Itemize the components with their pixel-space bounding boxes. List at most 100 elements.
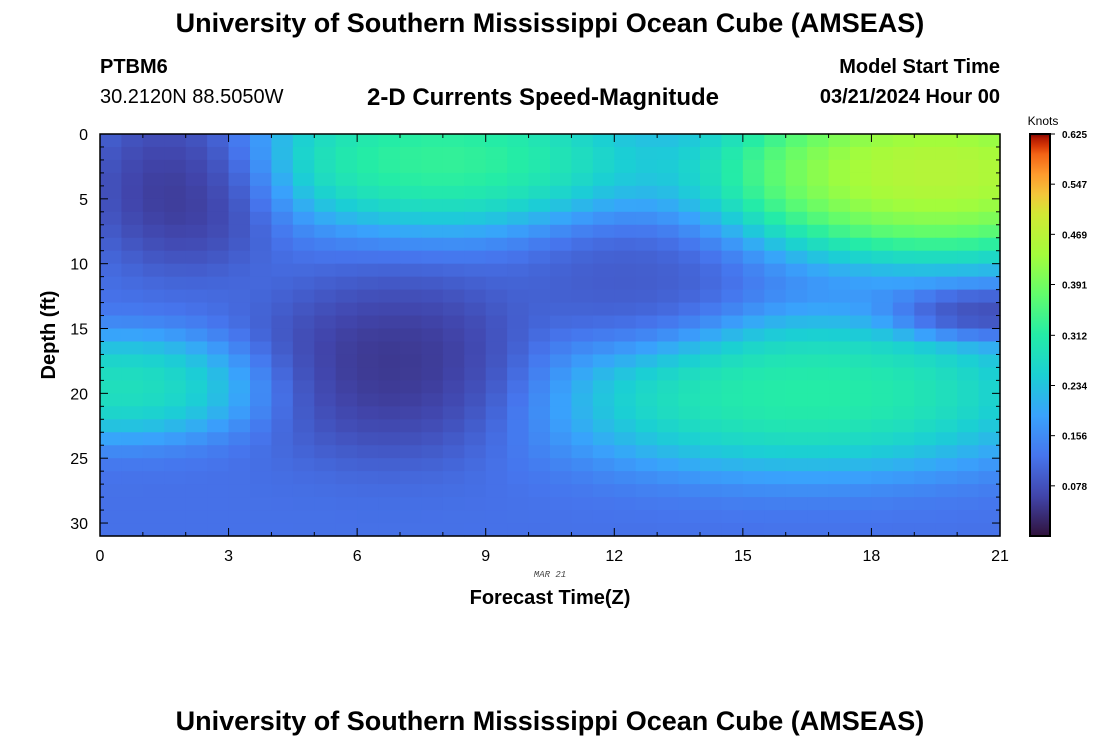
heatmap-cell <box>635 523 658 537</box>
heatmap-cell <box>935 289 958 304</box>
heatmap-cell <box>250 458 273 472</box>
heatmap-cell <box>742 497 765 511</box>
heatmap-cell <box>657 224 680 239</box>
heatmap-cell <box>507 393 530 407</box>
heatmap-cell <box>164 159 187 174</box>
heatmap-cell <box>785 393 808 407</box>
heatmap-cell <box>142 445 165 459</box>
heatmap-cell <box>378 523 401 537</box>
heatmap-cell <box>764 380 787 394</box>
heatmap-cell <box>378 289 401 304</box>
heatmap-cell <box>271 134 294 148</box>
heatmap-cell <box>421 224 444 239</box>
heatmap-cell <box>721 276 744 291</box>
heatmap-cell <box>528 380 551 394</box>
heatmap-cell <box>892 185 915 200</box>
heatmap-cell <box>335 419 358 433</box>
heatmap-cell <box>700 341 723 356</box>
heatmap-cell <box>271 406 294 420</box>
heatmap-cell <box>357 159 380 174</box>
heatmap-cell <box>678 276 701 291</box>
heatmap-cell <box>507 302 530 317</box>
heatmap-cell <box>807 211 830 226</box>
heatmap-cell <box>314 224 337 239</box>
heatmap-cell <box>700 185 723 200</box>
heatmap-cell <box>721 237 744 252</box>
heatmap-cell <box>850 523 873 537</box>
heatmap-cell <box>742 419 765 433</box>
heatmap-cell <box>978 484 1001 498</box>
heatmap-cell <box>507 445 530 459</box>
heatmap-cell <box>892 211 915 226</box>
heatmap-cell <box>764 315 787 330</box>
heatmap-cell <box>292 458 315 472</box>
heatmap-cell <box>185 146 208 161</box>
heatmap-cell <box>250 523 273 537</box>
heatmap-cell <box>700 302 723 317</box>
heatmap-cell <box>485 354 508 369</box>
heatmap-cell <box>635 393 658 407</box>
heatmap-cell <box>957 497 980 511</box>
heatmap-cell <box>957 276 980 291</box>
heatmap-cell <box>807 445 830 459</box>
heatmap-cell <box>592 484 615 498</box>
heatmap-cell <box>100 276 123 291</box>
heatmap-cell <box>721 250 744 265</box>
heatmap-cell <box>121 341 144 356</box>
heatmap-cell <box>871 523 894 537</box>
heatmap-cell <box>185 276 208 291</box>
heatmap-cell <box>614 289 637 304</box>
heatmap-cell <box>614 250 637 265</box>
heatmap-cell <box>164 328 187 343</box>
heatmap-cell <box>464 367 487 381</box>
heatmap-cell <box>700 484 723 498</box>
heatmap-cell <box>721 458 744 472</box>
heatmap-cell <box>550 510 573 524</box>
heatmap-cell <box>292 159 315 174</box>
heatmap-cell <box>507 172 530 187</box>
heatmap-cell <box>271 146 294 161</box>
heatmap-cell <box>871 406 894 420</box>
heatmap-cell <box>400 419 423 433</box>
heatmap-cell <box>485 302 508 317</box>
heatmap-cell <box>485 315 508 330</box>
heatmap-cell <box>464 315 487 330</box>
heatmap-cell <box>850 211 873 226</box>
heatmap-cell <box>228 341 251 356</box>
heatmap-cell <box>550 432 573 446</box>
heatmap-cell <box>421 393 444 407</box>
heatmap-cell <box>100 471 123 485</box>
y-tick-label: 30 <box>70 516 88 533</box>
heatmap-cell <box>764 419 787 433</box>
heatmap-cell <box>378 250 401 265</box>
heatmap-cell <box>614 185 637 200</box>
heatmap-cell <box>528 224 551 239</box>
heatmap-cell <box>421 497 444 511</box>
heatmap-cell <box>528 406 551 420</box>
heatmap-cell <box>507 510 530 524</box>
heatmap-cell <box>271 237 294 252</box>
heatmap-cell <box>228 354 251 369</box>
heatmap-cell <box>142 315 165 330</box>
heatmap-cell <box>250 289 273 304</box>
heatmap-cell <box>164 198 187 213</box>
heatmap-cell <box>507 146 530 161</box>
heatmap-cell <box>142 393 165 407</box>
heatmap-cell <box>828 172 851 187</box>
heatmap-cell <box>250 497 273 511</box>
heatmap-cell <box>957 380 980 394</box>
heatmap-cell <box>614 146 637 161</box>
heatmap-cell <box>464 341 487 356</box>
heatmap-cell <box>485 211 508 226</box>
heatmap-cell <box>828 302 851 317</box>
heatmap-cell <box>250 263 273 278</box>
heatmap-cell <box>721 367 744 381</box>
heatmap-cell <box>164 523 187 537</box>
heatmap-cell <box>142 250 165 265</box>
heatmap-cell <box>721 315 744 330</box>
heatmap-cell <box>528 367 551 381</box>
heatmap-cell <box>700 134 723 148</box>
heatmap-cell <box>871 263 894 278</box>
heatmap-cell <box>957 198 980 213</box>
heatmap-cell <box>442 354 465 369</box>
